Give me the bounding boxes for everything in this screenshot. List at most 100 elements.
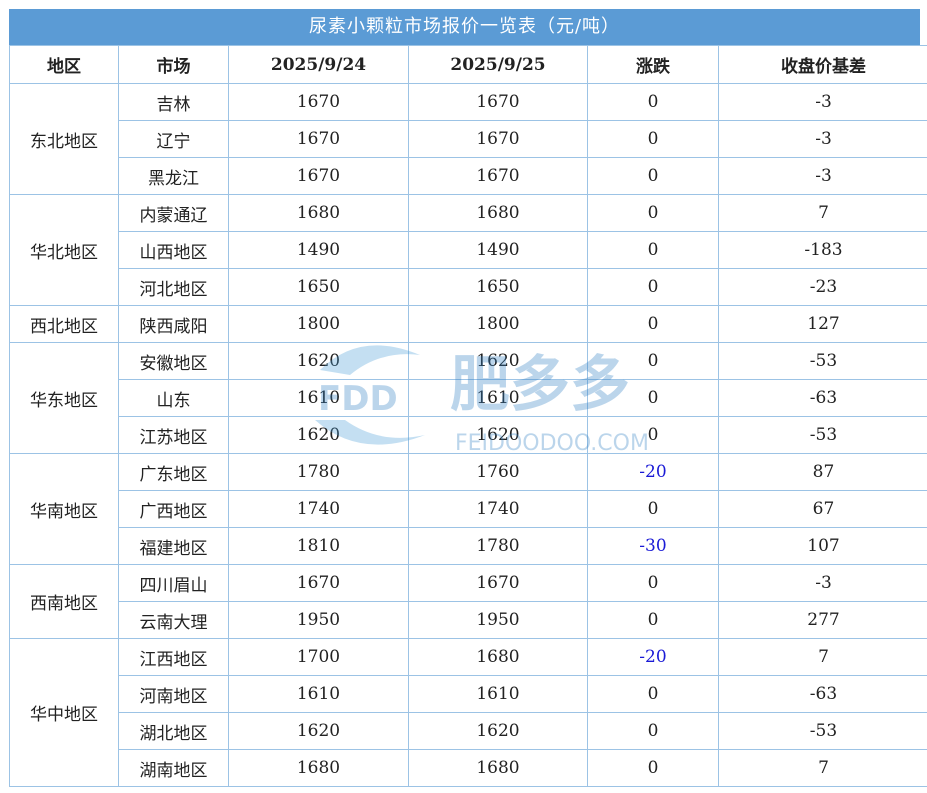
market-cell: 河南地区: [118, 675, 229, 713]
price-date2-cell: 1680: [408, 194, 588, 232]
basis-cell: 127: [718, 305, 927, 343]
price-date1-cell: 1950: [228, 601, 409, 639]
market-cell: 福建地区: [118, 527, 229, 565]
change-cell: 0: [587, 231, 719, 269]
price-table-container: 尿素小颗粒市场报价一览表（元/吨） 地区 市场 2025/9/24 2025/9…: [9, 9, 927, 787]
table-row: 湖北地区 1620 1620 0 -53: [10, 712, 927, 750]
price-date1-cell: 1650: [228, 268, 409, 306]
price-date2-cell: 1620: [408, 712, 588, 750]
basis-cell: -3: [718, 157, 927, 195]
price-date2-cell: 1610: [408, 379, 588, 417]
header-region: 地区: [9, 45, 119, 84]
table-row: 华中地区 江西地区 1700 1680 -20 7: [9, 638, 927, 787]
header-change: 涨跌: [587, 45, 719, 84]
basis-cell: -3: [718, 564, 927, 602]
price-date1-cell: 1620: [228, 712, 409, 750]
basis-cell: 107: [718, 527, 927, 565]
region-cell: 华北地区: [9, 194, 119, 306]
table-row: 福建地区 1810 1780 -30 107: [10, 527, 927, 565]
price-date1-cell: 1670: [228, 564, 409, 602]
table-row: 辽宁 1670 1670 0 -3: [10, 120, 927, 158]
market-cell: 吉林: [118, 83, 229, 121]
basis-cell: 67: [718, 490, 927, 528]
change-cell: -30: [587, 527, 719, 565]
market-cell: 广西地区: [118, 490, 229, 528]
region-cell: 华中地区: [9, 638, 119, 787]
change-cell: 0: [587, 749, 719, 787]
basis-cell: 7: [718, 638, 927, 676]
price-date1-cell: 1620: [228, 416, 409, 454]
price-date2-cell: 1680: [408, 749, 588, 787]
price-date1-cell: 1610: [228, 675, 409, 713]
market-cell: 云南大理: [118, 601, 229, 639]
table-body: 东北地区 吉林 1670 1670 0 -3 辽宁 1670 1670 0 -3 黑龙江 1670 167…: [9, 83, 927, 787]
change-cell: 0: [587, 157, 719, 195]
region-cell: 西北地区: [9, 305, 119, 343]
price-date2-cell: 1950: [408, 601, 588, 639]
price-date1-cell: 1810: [228, 527, 409, 565]
header-date-2: 2025/9/25: [408, 45, 588, 84]
table-row: 江苏地区 1620 1620 0 -53: [10, 416, 927, 454]
basis-cell: 7: [718, 194, 927, 232]
market-cell: 辽宁: [118, 120, 229, 158]
market-cell: 湖南地区: [118, 749, 229, 787]
region-cell: 华南地区: [9, 453, 119, 565]
change-cell: -20: [587, 453, 719, 491]
price-date1-cell: 1490: [228, 231, 409, 269]
market-cell: 陕西咸阳: [118, 305, 229, 343]
basis-cell: -63: [718, 675, 927, 713]
change-cell: 0: [587, 120, 719, 158]
price-table: 地区 市场 2025/9/24 2025/9/25 涨跌 收盘价基差 东北地区吉…: [9, 45, 927, 787]
change-cell: 0: [587, 490, 719, 528]
price-date2-cell: 1780: [408, 527, 588, 565]
basis-cell: -183: [718, 231, 927, 269]
market-cell: 山西地区: [118, 231, 229, 269]
market-cell: 江苏地区: [118, 416, 229, 454]
price-date1-cell: 1680: [228, 194, 409, 232]
change-cell: -20: [587, 638, 719, 676]
price-date1-cell: 1680: [228, 749, 409, 787]
change-cell: 0: [587, 416, 719, 454]
price-date1-cell: 1700: [228, 638, 409, 676]
market-cell: 四川眉山: [118, 564, 229, 602]
change-cell: 0: [587, 675, 719, 713]
table-row: 西南地区 四川眉山 1670 1670 0 -3: [9, 564, 927, 639]
header-market: 市场: [118, 45, 229, 84]
table-row: 山东 1610 1610 0 -63: [10, 379, 927, 417]
change-cell: 0: [587, 379, 719, 417]
table-row: 西北地区 陕西咸阳 1800 1800 0 127: [9, 305, 927, 343]
price-date1-cell: 1620: [228, 342, 409, 380]
table-row: 广西地区 1740 1740 0 67: [10, 490, 927, 528]
table-row: 山西地区 1490 1490 0 -183: [10, 231, 927, 269]
market-cell: 广东地区: [118, 453, 229, 491]
header-row: 地区 市场 2025/9/24 2025/9/25 涨跌 收盘价基差: [9, 45, 927, 84]
price-date2-cell: 1620: [408, 416, 588, 454]
price-date2-cell: 1650: [408, 268, 588, 306]
price-date2-cell: 1620: [408, 342, 588, 380]
price-date2-cell: 1740: [408, 490, 588, 528]
price-date2-cell: 1680: [408, 638, 588, 676]
basis-cell: -23: [718, 268, 927, 306]
price-date2-cell: 1670: [408, 157, 588, 195]
price-date2-cell: 1610: [408, 675, 588, 713]
table-row: 湖南地区 1680 1680 0 7: [10, 749, 927, 787]
table-row: 东北地区 吉林 1670 1670 0 -3: [9, 83, 927, 195]
region-cell: 西南地区: [9, 564, 119, 639]
basis-cell: -63: [718, 379, 927, 417]
change-cell: 0: [587, 268, 719, 306]
market-cell: 河北地区: [118, 268, 229, 306]
table-row: 黑龙江 1670 1670 0 -3: [10, 157, 927, 195]
basis-cell: 87: [718, 453, 927, 491]
change-cell: 0: [587, 601, 719, 639]
basis-cell: 277: [718, 601, 927, 639]
market-cell: 山东: [118, 379, 229, 417]
change-cell: 0: [587, 305, 719, 343]
table-title: 尿素小颗粒市场报价一览表（元/吨）: [9, 9, 920, 45]
region-cell: 东北地区: [9, 83, 119, 195]
change-cell: 0: [587, 712, 719, 750]
market-cell: 黑龙江: [118, 157, 229, 195]
price-date1-cell: 1670: [228, 120, 409, 158]
basis-cell: -53: [718, 342, 927, 380]
table-row: 华北地区 内蒙通辽 1680 1680 0 7: [9, 194, 927, 306]
price-date2-cell: 1800: [408, 305, 588, 343]
